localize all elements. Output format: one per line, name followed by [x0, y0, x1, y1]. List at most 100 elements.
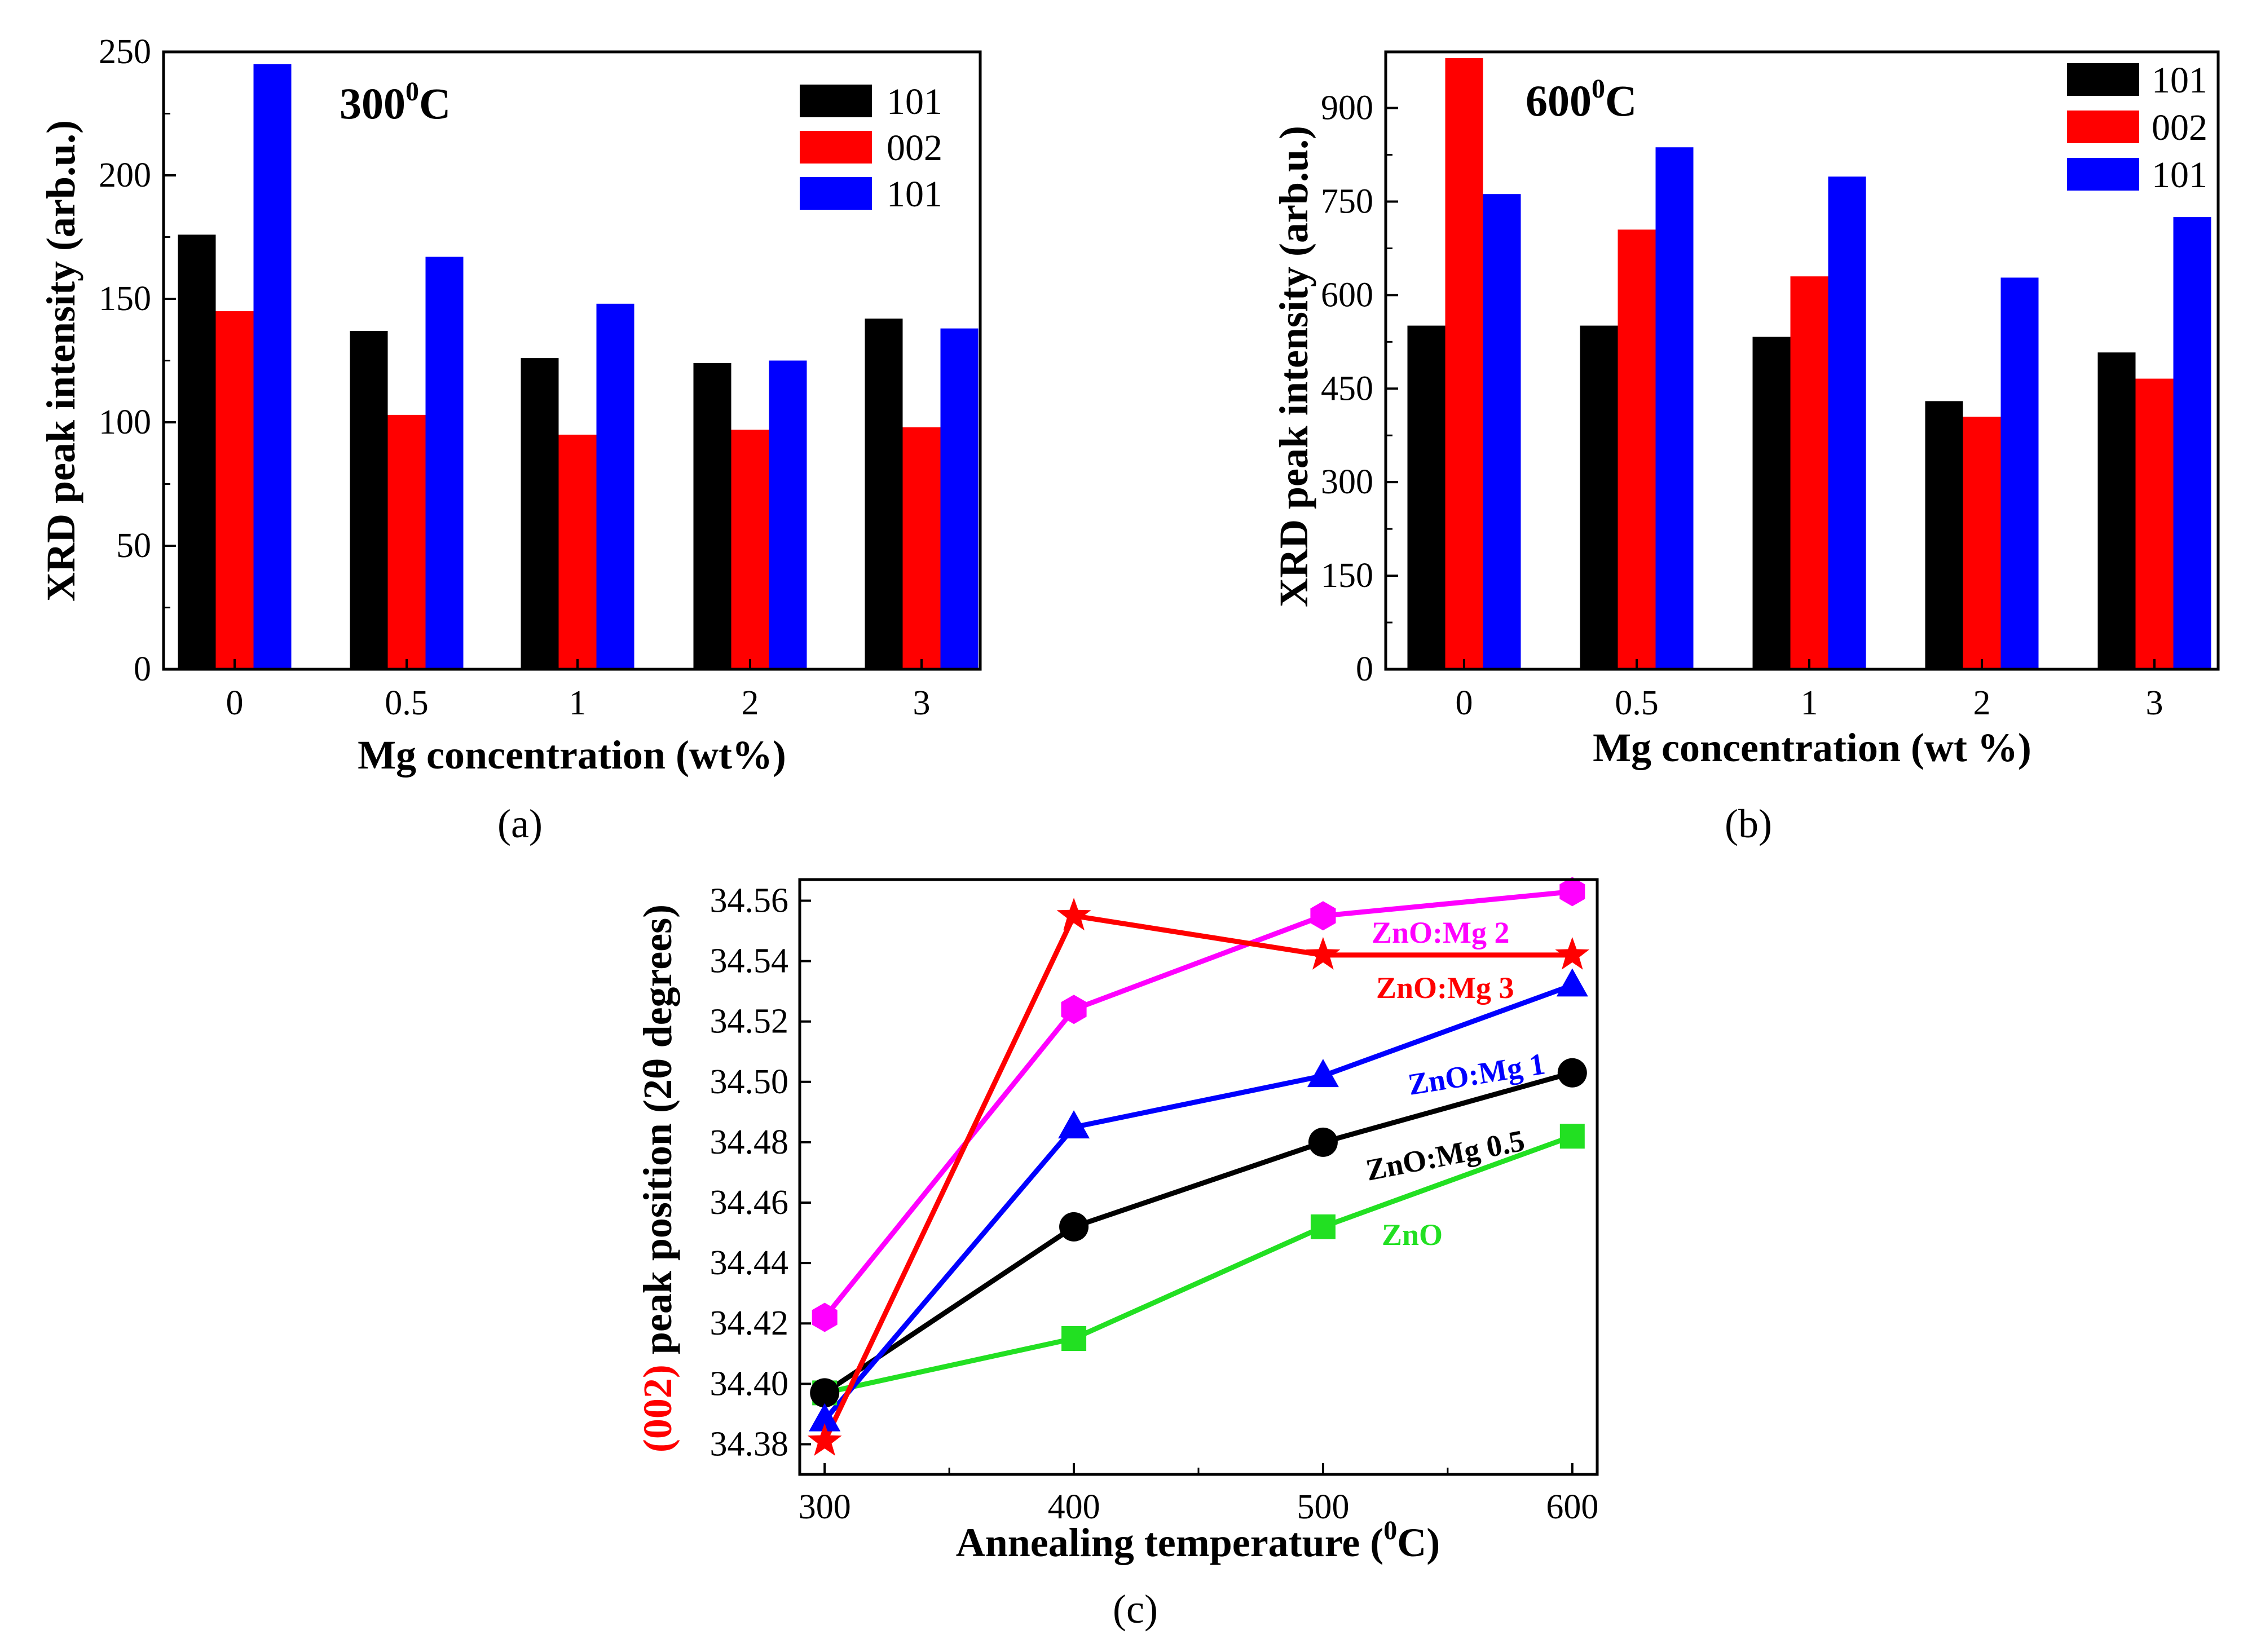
bar-b-3-0: [2097, 352, 2136, 669]
x-tick-label-b: 0.5: [1615, 684, 1659, 722]
x-axis-label-a: Mg concentration (wt%): [358, 732, 786, 778]
x-tick-label-b: 3: [2146, 684, 2163, 722]
data-point-1-3: [1557, 1058, 1587, 1088]
data-point-2-3: [1556, 968, 1588, 997]
bar-a-0-1: [215, 311, 254, 669]
data-point-1-2: [1308, 1127, 1338, 1157]
bar-b-0-2: [1483, 194, 1521, 669]
series-line-4: [822, 913, 1572, 1443]
bar-b-3-2: [2173, 217, 2211, 669]
series-label-zno-mg-2: ZnO:Mg 2: [1372, 916, 1510, 949]
data-point-3-2: [1310, 901, 1336, 931]
bar-a-0-2: [253, 64, 292, 669]
y-tick-label-c: 34.48: [710, 1123, 789, 1161]
y-axis-label-c: (002) peak position (2θ degrees): [635, 904, 680, 1452]
bar-a-0.5-2: [425, 257, 464, 669]
data-point-3-0: [812, 1302, 838, 1332]
legend-swatch-b-0: [2067, 63, 2139, 96]
bar-a-3-0: [865, 319, 903, 669]
panel-a: 0 0.5 1 2 3 0 50 100 150 200 250 3000C 101 002 101…: [38, 33, 982, 846]
y-axis-label-b: XRD peak intensity (arb.u.): [1271, 126, 1316, 607]
bar-b-3-1: [2135, 378, 2174, 669]
y-tick-label-c: 34.44: [710, 1244, 789, 1282]
bar-a-0.5-0: [350, 330, 388, 669]
bar-a-0-0: [178, 235, 216, 669]
y-tick-label-b: 600: [1321, 276, 1373, 314]
plot-frame-b: [1384, 50, 2220, 671]
data-point-0-2: [1310, 1214, 1336, 1239]
legend-a: 101 002 101: [800, 81, 942, 215]
bar-b-2-1: [1963, 417, 2001, 669]
data-point-2-0: [809, 1403, 841, 1432]
legend-label-a-0: 101: [887, 81, 942, 122]
bar-a-2-1: [731, 430, 769, 669]
y-tick-label-a: 100: [99, 403, 151, 441]
bar-b-0-1: [1445, 58, 1483, 670]
data-point-2-1: [1058, 1110, 1090, 1139]
legend-label-b-2: 101: [2152, 154, 2207, 196]
y-tick-label-c: 34.56: [710, 881, 789, 920]
x-axis-label-b: Mg concentration (wt %): [1593, 725, 2031, 770]
bar-b-0.5-1: [1618, 229, 1656, 669]
series-line-2: [822, 983, 1574, 1422]
y-tick-label-a: 200: [99, 156, 151, 195]
y-tick-label-c: 34.38: [710, 1425, 789, 1463]
annotation-b: 6000C: [1526, 74, 1637, 125]
data-point-4-3: [1555, 937, 1590, 970]
data-point-4-1: [1056, 898, 1091, 931]
series-line-3: [822, 889, 1573, 1319]
data-point-0-3: [1559, 1124, 1585, 1149]
legend-swatch-b-2: [2067, 158, 2139, 191]
bar-b-1-0: [1752, 337, 1791, 669]
y-tick-label-c: 34.54: [710, 942, 789, 980]
legend-b: 101 002 101: [2067, 60, 2207, 196]
y-tick-label-b: 750: [1321, 182, 1373, 220]
y-tick-label-a: 250: [99, 33, 151, 71]
legend-swatch-a-2: [800, 177, 872, 210]
bar-a-2-2: [769, 360, 807, 669]
series-label-zno-mg-0.5: ZnO:Mg 0.5: [1363, 1123, 1527, 1187]
data-point-1-0: [810, 1378, 840, 1408]
y-tick-label-b: 0: [1356, 650, 1373, 688]
x-tick-label-a: 1: [569, 684, 587, 722]
x-tick-label-c: 300: [799, 1488, 851, 1526]
bar-b-1-1: [1790, 276, 1828, 669]
x-tick-label-b: 1: [1801, 684, 1818, 722]
x-tick-label-a: 3: [913, 684, 931, 722]
bar-a-0.5-1: [387, 414, 426, 669]
legend-label-a-1: 002: [887, 127, 942, 169]
y-tick-label-b: 900: [1321, 89, 1373, 127]
bar-b-1-2: [1828, 176, 1866, 669]
data-point-1-1: [1059, 1212, 1089, 1242]
data-point-4-0: [807, 1423, 842, 1456]
bar-a-1-1: [558, 434, 597, 669]
bar-a-1-2: [596, 303, 634, 669]
legend-label-b-1: 002: [2152, 107, 2207, 148]
bar-b-0.5-0: [1580, 325, 1618, 669]
bar-b-0.5-2: [1655, 147, 1694, 669]
x-tick-label-a: 0.5: [385, 684, 429, 722]
data-point-4-2: [1306, 937, 1341, 970]
y-tick-label-c: 34.40: [710, 1364, 789, 1403]
y-tick-label-b: 450: [1321, 369, 1373, 408]
bar-a-3-1: [902, 427, 941, 669]
caption-a: (a): [497, 801, 543, 846]
bar-a-3-2: [940, 328, 979, 669]
y-tick-label-b: 150: [1321, 556, 1373, 595]
series-label-zno-mg-3: ZnO:Mg 3: [1376, 971, 1514, 1005]
y-axis-label-a: XRD peak intensity (arb.u.): [38, 120, 83, 602]
y-tick-label-b: 300: [1321, 463, 1373, 501]
data-point-3-1: [1061, 995, 1087, 1024]
annotation-a: 3000C: [340, 77, 451, 128]
series-line-1: [823, 1070, 1574, 1395]
x-tick-label-c: 500: [1297, 1488, 1349, 1526]
bar-b-2-0: [1925, 401, 1963, 669]
caption-b: (b): [1725, 801, 1772, 846]
legend-label-a-2: 101: [887, 174, 942, 215]
plot-frame-c: [798, 878, 1599, 1476]
x-tick-label-c: 600: [1546, 1488, 1598, 1526]
bar-b-0-0: [1407, 325, 1445, 669]
x-tick-label-b: 2: [1973, 684, 1991, 722]
x-tick-label-a: 2: [742, 684, 759, 722]
